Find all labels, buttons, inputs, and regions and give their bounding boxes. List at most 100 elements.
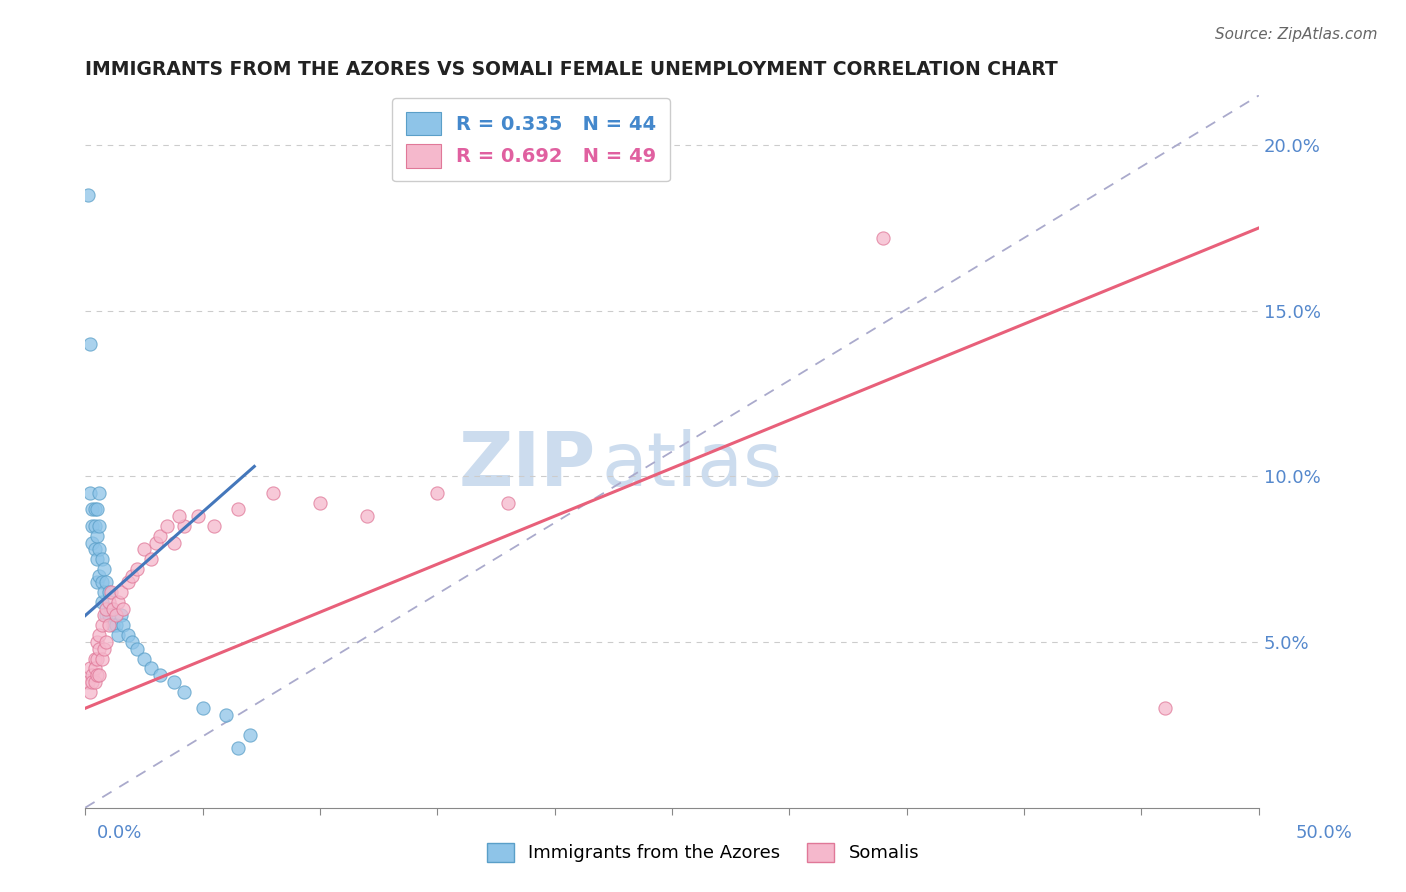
Point [125,562,148,576]
Point [139,661,162,675]
Point [117,575,139,590]
Point [96,608,118,623]
Point [90,595,112,609]
Point [132,651,155,665]
Text: 0.0%: 0.0% [97,824,142,842]
Point [111,618,134,632]
Point [86,635,108,649]
Point [93,562,115,576]
Text: Source: ZipAtlas.com: Source: ZipAtlas.com [1215,27,1378,42]
Point [97,608,120,623]
Text: ZIP: ZIP [458,429,596,502]
Point [89,628,111,642]
Point [117,628,139,642]
Point [163,535,186,549]
Point [139,552,162,566]
Point [167,509,190,524]
Point [226,741,249,756]
Point [110,608,132,623]
Point [86,668,108,682]
Point [97,618,120,632]
Point [104,618,127,632]
Text: IMMIGRANTS FROM THE AZORES VS SOMALI FEMALE UNEMPLOYMENT CORRELATION CHART: IMMIGRANTS FROM THE AZORES VS SOMALI FEM… [86,60,1059,78]
Point [83,519,105,533]
Point [107,628,129,642]
Point [309,496,332,510]
Point [89,668,111,682]
Point [82,519,104,533]
Point [100,602,122,616]
Point [202,519,225,533]
Point [83,661,105,675]
Point [93,585,115,599]
Point [79,337,101,351]
Point [97,595,120,609]
Point [156,519,179,533]
Text: atlas: atlas [602,429,783,502]
Point [76,187,98,202]
Legend: R = 0.335   N = 44, R = 0.692   N = 49: R = 0.335 N = 44, R = 0.692 N = 49 [392,98,671,181]
Point [90,575,112,590]
Point [86,651,108,665]
Point [215,707,238,722]
Point [83,542,105,557]
Point [93,641,115,656]
Point [145,535,167,549]
Point [121,568,143,582]
Point [89,542,111,557]
Point [132,542,155,557]
Point [82,668,104,682]
Point [89,519,111,533]
Point [83,502,105,516]
Point [89,486,111,500]
Point [103,618,125,632]
Point [79,486,101,500]
Point [111,602,134,616]
Point [79,661,101,675]
Point [110,585,132,599]
Point [103,602,125,616]
Point [173,519,195,533]
Point [100,585,122,599]
Point [90,618,112,632]
Point [89,568,111,582]
Point [121,635,143,649]
Point [82,502,104,516]
Point [90,651,112,665]
Point [96,602,118,616]
Point [96,575,118,590]
Point [86,529,108,543]
Point [83,651,105,665]
Point [96,635,118,649]
Point [79,684,101,698]
Point [90,552,112,566]
Point [82,535,104,549]
Point [76,674,98,689]
Point [97,585,120,599]
Point [125,641,148,656]
Legend: Immigrants from the Azores, Somalis: Immigrants from the Azores, Somalis [479,836,927,870]
Point [149,529,172,543]
Point [426,486,449,500]
Point [93,608,115,623]
Point [86,502,108,516]
Point [107,595,129,609]
Point [86,575,108,590]
Point [83,674,105,689]
Point [1154,701,1177,715]
Point [163,674,186,689]
Point [872,231,894,245]
Point [191,701,214,715]
Point [104,608,127,623]
Point [356,509,378,524]
Point [239,728,262,742]
Point [173,684,195,698]
Text: 50.0%: 50.0% [1296,824,1353,842]
Point [149,668,172,682]
Point [89,641,111,656]
Point [86,552,108,566]
Point [82,674,104,689]
Point [187,509,209,524]
Point [262,486,284,500]
Point [496,496,519,510]
